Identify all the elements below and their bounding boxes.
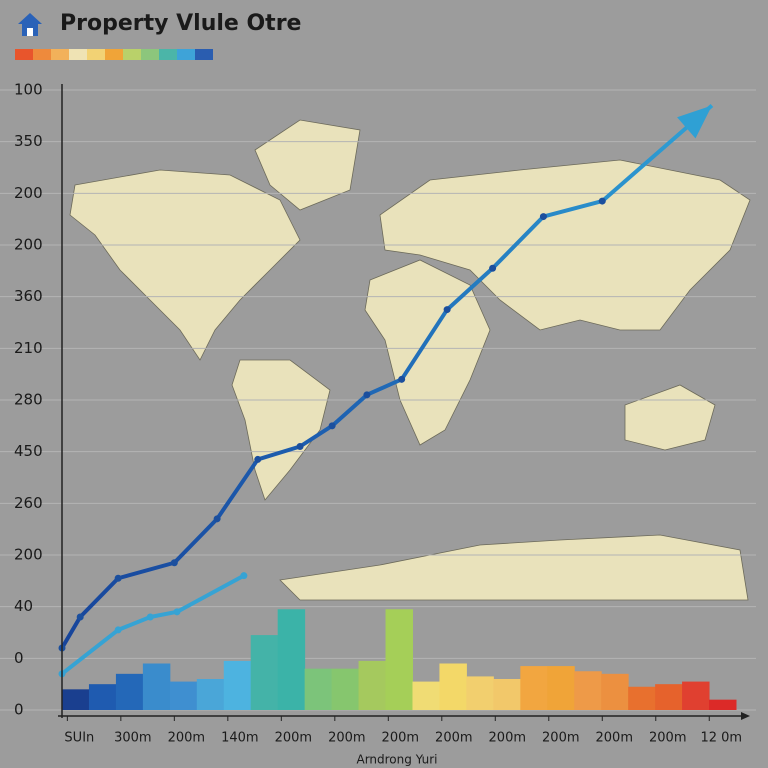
- y-tick-label: 260: [14, 494, 43, 512]
- line-point: [254, 455, 262, 463]
- arrow-head: [677, 105, 712, 139]
- chart-title: Property Vlule Otre: [60, 11, 301, 36]
- x-tick-label: 12 0m: [700, 731, 742, 746]
- x-tick-label: SUIn: [64, 731, 94, 746]
- bar: [223, 660, 252, 710]
- line-point: [296, 443, 304, 450]
- y-tick-label: 0: [14, 649, 24, 667]
- bar: [115, 673, 144, 710]
- bar: [62, 689, 90, 710]
- bar: [250, 635, 279, 710]
- x-tick-label: 200m: [542, 731, 579, 746]
- line-point: [76, 613, 84, 621]
- x-tick-label: 200m: [275, 731, 312, 746]
- bar: [709, 699, 737, 710]
- x-tick-label: 200m: [382, 731, 419, 746]
- y-tick-label: 200: [14, 184, 43, 202]
- line-point: [114, 626, 122, 634]
- bar: [574, 671, 602, 710]
- bar: [520, 666, 548, 710]
- bar: [358, 660, 387, 710]
- y-tick-label: 100: [14, 81, 43, 99]
- line-point: [173, 608, 181, 616]
- x-tick-label: 200m: [489, 731, 526, 746]
- bar: [601, 673, 629, 710]
- x-tick-label: 200m: [168, 731, 205, 746]
- bar: [331, 668, 360, 710]
- line-point: [240, 572, 248, 580]
- y-tick-label: 450: [14, 442, 43, 460]
- x-tick-label: 200m: [435, 731, 472, 746]
- y-tick-label: 0: [14, 701, 24, 719]
- line-point: [539, 213, 547, 221]
- y-tick-label: 350: [14, 132, 43, 150]
- header-icon: [18, 13, 42, 36]
- bar: [682, 681, 710, 710]
- line-point: [489, 264, 497, 272]
- line-point: [114, 574, 122, 582]
- x-axis-arrow: [741, 712, 750, 720]
- line-point: [363, 391, 371, 399]
- bar: [628, 686, 656, 710]
- bar: [385, 609, 413, 710]
- bar: [493, 679, 521, 710]
- bar: [88, 684, 117, 710]
- line-point: [598, 197, 606, 205]
- line-point: [213, 515, 221, 523]
- bar: [196, 679, 225, 710]
- bar: [142, 663, 171, 710]
- line-point: [328, 422, 336, 430]
- x-tick-label: 140m: [221, 731, 258, 746]
- y-tick-label: 210: [14, 339, 43, 357]
- bar: [655, 684, 683, 710]
- bar: [169, 681, 198, 710]
- line-point: [170, 559, 178, 567]
- y-tick-label: 360: [14, 287, 43, 305]
- x-tick-label: 300m: [114, 731, 151, 746]
- bar: [412, 681, 440, 710]
- bar: [304, 668, 333, 710]
- bar: [277, 609, 306, 710]
- line-point: [146, 613, 154, 621]
- bar: [466, 676, 494, 710]
- x-tick-label: 200m: [328, 731, 365, 746]
- x-tick-label: 200m: [596, 731, 633, 746]
- line-point: [398, 375, 406, 383]
- y-tick-label: 40: [14, 597, 33, 615]
- y-tick-label: 280: [14, 391, 43, 409]
- color-strip: [15, 49, 213, 60]
- x-tick-label: 200m: [649, 731, 686, 746]
- line-point: [443, 306, 451, 314]
- y-tick-label: 200: [14, 236, 43, 254]
- bar: [439, 663, 467, 710]
- bar: [547, 666, 575, 710]
- x-axis-title: Arndrong Yuri: [356, 753, 437, 767]
- y-tick-label: 200: [14, 546, 43, 564]
